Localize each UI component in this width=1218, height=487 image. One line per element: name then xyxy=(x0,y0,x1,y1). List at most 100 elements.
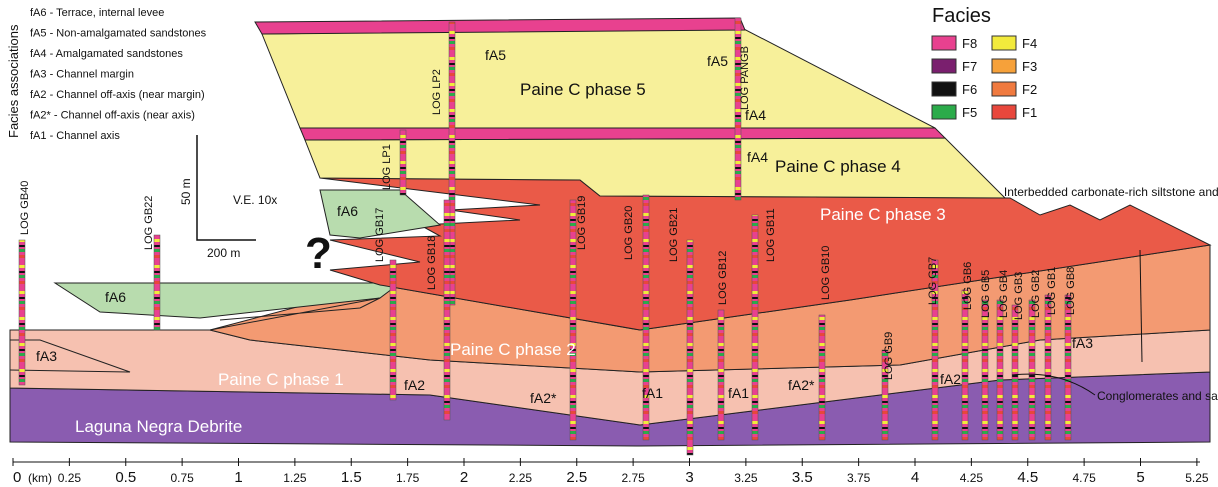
association-label: fA6 xyxy=(337,203,358,219)
association-label: fA2* xyxy=(530,390,557,406)
facies-label: F5 xyxy=(962,105,977,120)
log-column xyxy=(400,130,406,195)
log-label: LOG GB9 xyxy=(883,332,895,380)
log-column xyxy=(718,310,724,440)
log-label: LOG LP2 xyxy=(431,69,443,115)
log-column xyxy=(19,240,25,385)
facies-association-item: fA2* - Channel off-axis (near axis) xyxy=(30,110,195,122)
facies-association-item: fA3 - Channel margin xyxy=(30,69,134,81)
log-column xyxy=(643,195,649,440)
log-label: LOG GB21 xyxy=(668,208,680,262)
log-label: LOG GB7 xyxy=(927,257,939,305)
facies-association-item: fA2 - Channel off-axis (near margin) xyxy=(30,89,205,101)
association-label: fA5 xyxy=(707,53,728,69)
facies-legend-title: Facies xyxy=(932,5,991,27)
log-column xyxy=(390,260,396,400)
phase5-body xyxy=(262,28,935,128)
log-column xyxy=(962,290,968,440)
log-column xyxy=(687,240,693,455)
axis-tick-label: 0 xyxy=(13,469,21,486)
axis-tick-label: 3 xyxy=(685,469,693,486)
log-label: LOG GB8 xyxy=(1065,267,1077,315)
log-label: LOG GB3 xyxy=(1013,272,1025,320)
association-label: fA2 xyxy=(404,377,425,393)
axis-tick-label: 0.75 xyxy=(170,471,194,485)
unit-label: Paine C phase 3 xyxy=(820,205,946,224)
scale-horizontal: 200 m xyxy=(207,246,240,260)
association-label: fA5 xyxy=(485,47,506,63)
question-mark: ? xyxy=(305,229,332,278)
log-label: LOG GB19 xyxy=(576,196,588,250)
log-label: LOG GB10 xyxy=(820,246,832,300)
axis-tick-label: 3.25 xyxy=(734,471,758,485)
log-column xyxy=(1045,295,1051,440)
unit-label: Paine C phase 4 xyxy=(775,157,901,176)
axis-tick-label: 3.5 xyxy=(792,469,813,486)
axis-tick-label: 2.5 xyxy=(566,469,587,486)
log-label: LOG GB2 xyxy=(1030,270,1042,318)
facies-label: F6 xyxy=(962,82,977,97)
facies-swatch xyxy=(932,36,956,50)
axis-tick-label: 0.25 xyxy=(58,471,82,485)
facies-swatch xyxy=(992,105,1016,119)
log-column xyxy=(819,315,825,440)
association-label: fA3 xyxy=(36,348,57,364)
log-column xyxy=(1029,300,1035,440)
unit-label: Laguna Negra Debrite xyxy=(75,417,242,436)
log-label: LOG GB1 xyxy=(1046,267,1058,315)
scale-bar xyxy=(197,135,256,240)
axis-tick-label: 2.75 xyxy=(621,471,645,485)
facies-association-item: fA6 - Terrace, internal levee xyxy=(30,7,164,19)
scale-vertical: 50 m xyxy=(179,178,193,205)
axis-tick-label: 1.25 xyxy=(283,471,307,485)
log-column xyxy=(752,215,758,440)
unit-label: Paine C phase 2 xyxy=(450,340,576,359)
log-column xyxy=(1065,295,1071,440)
association-label: fA2* xyxy=(788,377,815,393)
unit-label: Paine C phase 5 xyxy=(520,80,646,99)
log-label: LOG GB40 xyxy=(19,181,31,235)
axis-tick-label: 1.5 xyxy=(341,469,362,486)
scale-ve: V.E. 10x xyxy=(233,193,277,207)
log-label: LOG GB4 xyxy=(998,270,1010,318)
log-column xyxy=(444,200,450,420)
association-label: fA1 xyxy=(728,385,749,401)
facies-label: F4 xyxy=(1022,36,1037,51)
axis-unit: (km) xyxy=(28,471,52,485)
log-label: LOG GB12 xyxy=(717,251,729,305)
log-column xyxy=(982,300,988,440)
axis-tick-label: 5.25 xyxy=(1185,471,1209,485)
unit-label: Paine C phase 1 xyxy=(218,370,344,389)
facies-swatch xyxy=(932,82,956,96)
axis-tick-label: 1.75 xyxy=(396,471,420,485)
axis-tick-label: 0.5 xyxy=(115,469,136,486)
log-label: LOG GB5 xyxy=(980,270,992,318)
cross-section: LOG GB40LOG GB22LOG LP1LOG LP2LOG GB17LO… xyxy=(0,0,1218,487)
axis-tick-label: 4.5 xyxy=(1017,469,1038,486)
association-label: fA4 xyxy=(747,149,768,165)
facies-association-item: fA4 - Amalgamated sandstones xyxy=(30,48,183,60)
facies-label: F1 xyxy=(1022,105,1037,120)
log-column xyxy=(997,300,1003,440)
axis-tick-label: 5 xyxy=(1136,469,1144,486)
log-label: LOG GB18 xyxy=(426,236,438,290)
annotation-text: Interbedded carbonate-rich siltstone and… xyxy=(1004,185,1218,199)
facies-associations-title: Facies associations xyxy=(6,24,21,138)
log-label: LOG GB17 xyxy=(374,208,386,262)
log-label: LOG GB6 xyxy=(962,262,974,310)
association-label: fA4 xyxy=(745,107,766,123)
log-label: LOG LP1 xyxy=(381,144,393,190)
log-label: LOG PANGB xyxy=(739,46,751,110)
facies-association-item: fA1 - Channel axis xyxy=(30,130,120,142)
facies-associations-list: fA6 - Terrace, internal levee fA5 - Non-a… xyxy=(30,7,207,142)
axis-tick-label: 1 xyxy=(234,469,242,486)
axis-tick-label: 3.75 xyxy=(847,471,871,485)
facies-swatch xyxy=(992,82,1016,96)
facies-label: F8 xyxy=(962,36,977,51)
facies-association-item: fA5 - Non-amalgamated sandstones xyxy=(30,28,207,40)
association-label: fA3 xyxy=(1072,335,1093,351)
association-label: fA1 xyxy=(642,385,663,401)
log-column xyxy=(1012,305,1018,440)
facies-label: F3 xyxy=(1022,59,1037,74)
